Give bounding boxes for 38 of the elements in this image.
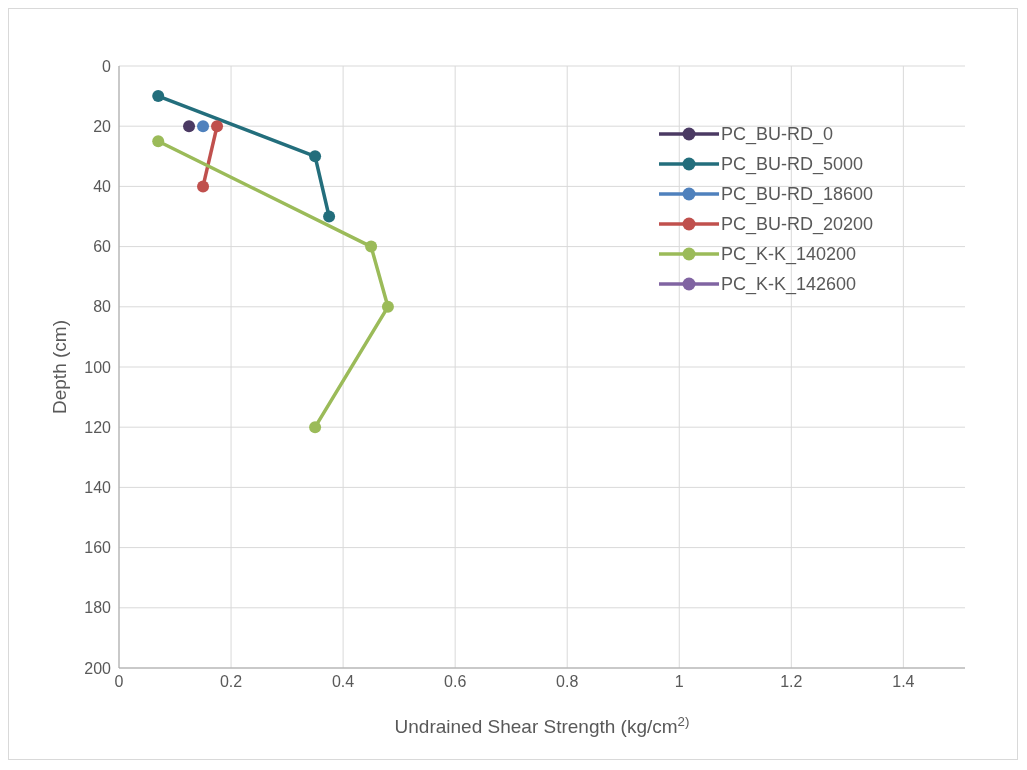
point	[381, 300, 394, 313]
point	[197, 120, 210, 133]
y-tick-label: 40	[93, 178, 112, 196]
point	[197, 180, 210, 193]
point	[152, 135, 165, 148]
legend-label: PC_BU-RD_20200	[721, 213, 874, 237]
point	[309, 150, 322, 163]
y-tick-label: 100	[84, 358, 112, 376]
x-axis-title: Undrained Shear Strength (kg/cm$^{2)}$	[394, 713, 690, 737]
x-tick-label: 0.8	[556, 673, 579, 691]
legend-label: PC_K-K_140200	[721, 243, 857, 267]
y-tick-label: 200	[84, 659, 112, 677]
y-tick-label: 80	[93, 298, 112, 316]
point	[309, 421, 322, 434]
x-tick-label: 1	[674, 673, 684, 691]
point	[211, 120, 224, 133]
x-tick-label: 0	[114, 673, 124, 691]
x-tick-label: 0.4	[331, 673, 355, 691]
legend-label: PC_K-K_142600	[721, 273, 857, 297]
legend-label: PC_BU-RD_18600	[721, 183, 874, 207]
point	[183, 120, 196, 133]
y-tick-label: 160	[84, 539, 112, 557]
legend-label: PC_BU-RD_0	[721, 123, 834, 147]
y-tick-label: 180	[84, 599, 112, 617]
x-tick-label: 1.2	[780, 673, 803, 691]
x-tick-label: 0.6	[444, 673, 467, 691]
x-tick-label: 0.2	[219, 673, 243, 691]
point	[323, 210, 336, 223]
y-tick-label: 0	[102, 57, 112, 75]
legend-label: PC_BU-RD_5000	[721, 153, 864, 177]
y-tick-label: 20	[93, 117, 112, 135]
y-axis-title: Depth (cm)	[48, 320, 70, 414]
point	[365, 240, 378, 253]
x-tick-label: 1.4	[892, 673, 915, 691]
y-tick-label: 60	[93, 238, 112, 256]
y-tick-label: 120	[84, 418, 112, 436]
y-tick-label: 140	[84, 479, 112, 497]
point	[152, 90, 165, 103]
